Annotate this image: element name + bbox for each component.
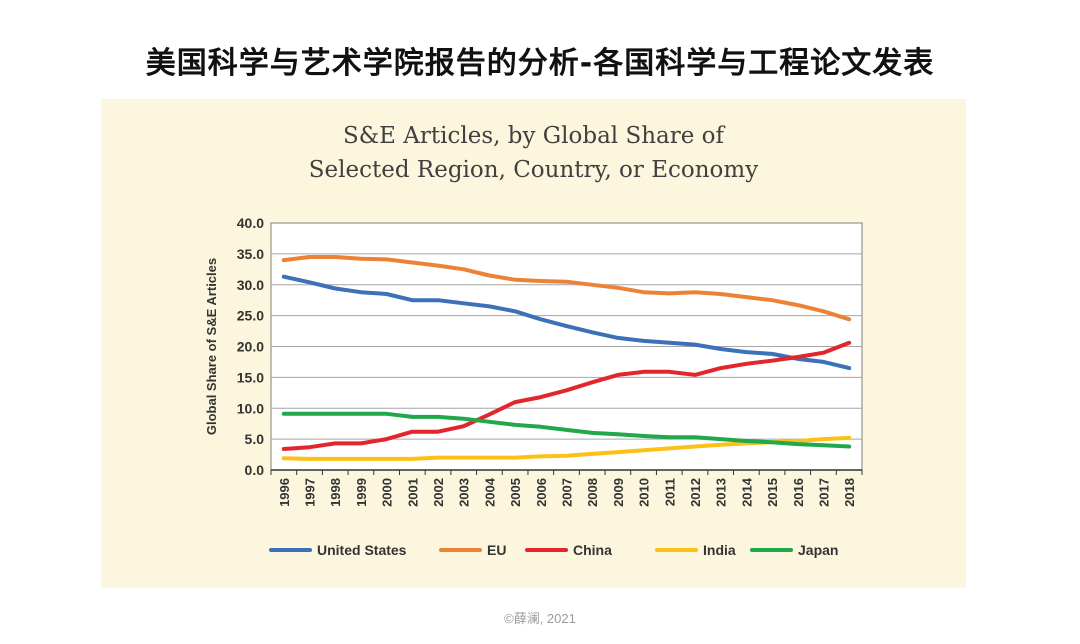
x-tick-label: 2017 (816, 478, 831, 507)
legend-label: China (573, 542, 612, 558)
x-tick-label: 2015 (765, 478, 780, 507)
series-line-china (281, 340, 852, 451)
y-tick-label: 35.0 (237, 246, 264, 262)
x-tick-label: 2014 (739, 477, 754, 507)
x-tick-label: 2002 (431, 478, 446, 507)
y-tick-label: 0.0 (245, 462, 265, 478)
y-tick-label: 5.0 (245, 431, 265, 447)
x-tick-label: 2007 (560, 478, 575, 507)
chart-title-line-2: Selected Region, Country, or Economy (308, 157, 759, 183)
x-tick-label: 2016 (791, 478, 806, 507)
slide-title: 美国科学与艺术学院报告的分析-各国科学与工程论文发表 (145, 46, 935, 81)
chart-title-line-1: S&E Articles, by Global Share of (342, 123, 725, 149)
legend-item-united-states: United States (269, 542, 407, 558)
x-tick-label: 2005 (508, 478, 523, 507)
legend: United States EU China India Japan (269, 542, 838, 558)
chart-panel: S&E Articles, by Global Share of Selecte… (101, 99, 966, 588)
x-tick-label: 2012 (688, 478, 703, 507)
x-tick-label: 2003 (457, 478, 472, 507)
x-tick-label: 1996 (277, 478, 292, 507)
x-tick-label: 2013 (714, 478, 729, 507)
chart-title: S&E Articles, by Global Share of Selecte… (101, 119, 966, 187)
y-tick-label: 10.0 (237, 400, 264, 416)
line-chart: 0.0 5.0 10.0 15.0 20.0 25.0 30.0 35.0 40.0 1996 19… (204, 215, 863, 558)
x-tick-label: 1999 (354, 478, 369, 507)
axes: 0.0 5.0 10.0 15.0 20.0 25.0 30.0 35.0 40.0 1996 19… (204, 215, 863, 507)
legend-label: Japan (798, 542, 838, 558)
x-tick-label: 1997 (303, 478, 318, 507)
y-tick-label: 20.0 (237, 339, 264, 355)
x-tick-label: 2001 (405, 478, 420, 507)
x-tick-label: 2006 (534, 478, 549, 507)
x-tick-label: 2010 (637, 478, 652, 507)
x-tick-label: 2000 (380, 478, 395, 507)
legend-label: United States (317, 542, 407, 558)
x-tick-label: 2018 (842, 478, 857, 507)
legend-label: India (703, 542, 736, 558)
series-line-eu (281, 255, 852, 322)
legend-label: EU (487, 542, 506, 558)
y-tick-label: 40.0 (237, 215, 264, 231)
legend-item-japan: Japan (750, 542, 838, 558)
copyright-footer: ©薛澜, 2021 (504, 611, 576, 626)
series-line-japan (281, 411, 852, 449)
y-axis-title: Global Share of S&E Articles (204, 258, 219, 435)
y-tick-label: 15.0 (237, 369, 264, 385)
legend-item-china: China (525, 542, 612, 558)
x-tick-label: 2009 (611, 478, 626, 507)
x-tick-label: 2011 (662, 478, 677, 506)
data-series (281, 255, 852, 461)
y-tick-label: 30.0 (237, 277, 264, 293)
series-line-united-states (281, 274, 852, 371)
legend-item-india: India (655, 542, 736, 558)
x-tick-label: 2004 (482, 477, 497, 507)
y-tick-label: 25.0 (237, 308, 264, 324)
x-tick-label: 2008 (585, 478, 600, 507)
legend-item-eu: EU (439, 542, 506, 558)
x-tick-label: 1998 (328, 478, 343, 507)
